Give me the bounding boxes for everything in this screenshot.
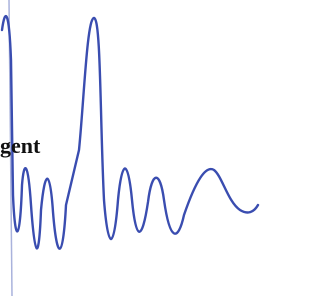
- drawing: gent: [0, 0, 260, 296]
- label-text: gent: [0, 133, 41, 158]
- page: gent (() => { const data = JSON.parse(do…: [0, 0, 320, 296]
